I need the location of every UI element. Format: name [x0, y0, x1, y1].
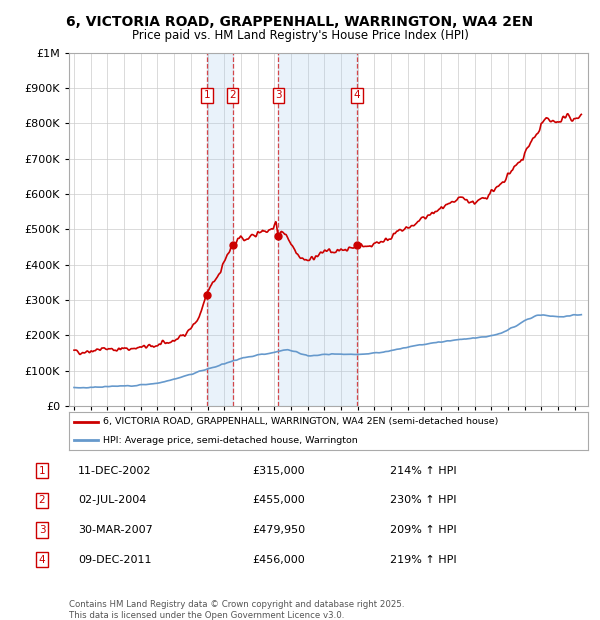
Text: £455,000: £455,000: [252, 495, 305, 505]
Text: Price paid vs. HM Land Registry's House Price Index (HPI): Price paid vs. HM Land Registry's House …: [131, 29, 469, 42]
Text: 230% ↑ HPI: 230% ↑ HPI: [390, 495, 457, 505]
Text: 209% ↑ HPI: 209% ↑ HPI: [390, 525, 457, 535]
Text: 4: 4: [353, 90, 360, 100]
Bar: [206, 53, 233, 406]
Text: 3: 3: [275, 90, 282, 100]
Text: 11-DEC-2002: 11-DEC-2002: [78, 466, 151, 476]
Text: £479,950: £479,950: [252, 525, 305, 535]
Text: 214% ↑ HPI: 214% ↑ HPI: [390, 466, 457, 476]
Text: £456,000: £456,000: [252, 555, 305, 565]
Text: 1: 1: [203, 90, 210, 100]
Text: 2: 2: [38, 495, 46, 505]
Text: This data is licensed under the Open Government Licence v3.0.: This data is licensed under the Open Gov…: [69, 611, 344, 620]
Text: Contains HM Land Registry data © Crown copyright and database right 2025.: Contains HM Land Registry data © Crown c…: [69, 600, 404, 609]
Text: 2: 2: [229, 90, 236, 100]
Text: 3: 3: [38, 525, 46, 535]
Text: HPI: Average price, semi-detached house, Warrington: HPI: Average price, semi-detached house,…: [103, 436, 358, 445]
Text: 09-DEC-2011: 09-DEC-2011: [78, 555, 151, 565]
Text: £315,000: £315,000: [252, 466, 305, 476]
Text: 6, VICTORIA ROAD, GRAPPENHALL, WARRINGTON, WA4 2EN (semi-detached house): 6, VICTORIA ROAD, GRAPPENHALL, WARRINGTO…: [103, 417, 498, 426]
Text: 1: 1: [38, 466, 46, 476]
Text: 4: 4: [38, 555, 46, 565]
Text: 02-JUL-2004: 02-JUL-2004: [78, 495, 146, 505]
Text: 219% ↑ HPI: 219% ↑ HPI: [390, 555, 457, 565]
Text: 30-MAR-2007: 30-MAR-2007: [78, 525, 153, 535]
Text: 6, VICTORIA ROAD, GRAPPENHALL, WARRINGTON, WA4 2EN: 6, VICTORIA ROAD, GRAPPENHALL, WARRINGTO…: [67, 16, 533, 30]
Bar: [278, 53, 357, 406]
